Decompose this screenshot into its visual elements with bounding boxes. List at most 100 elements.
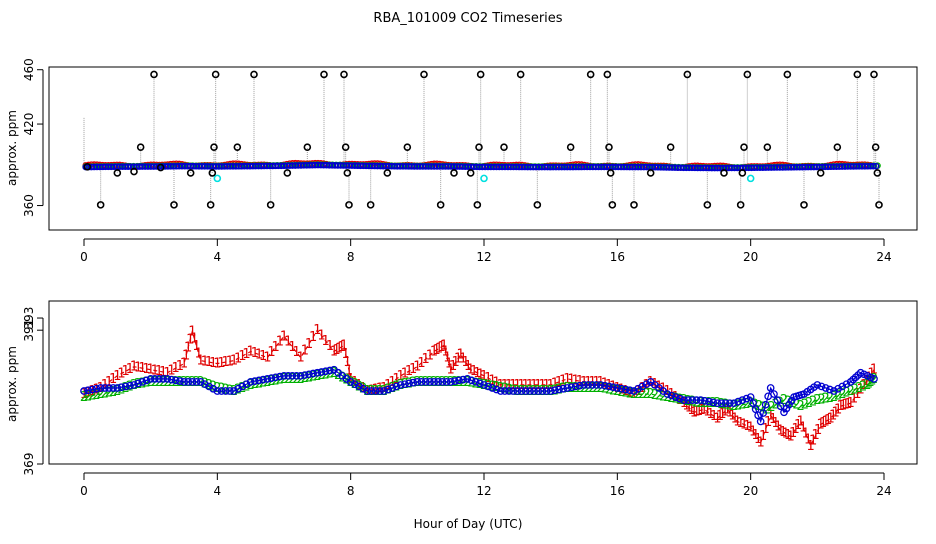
series-1-point: 1 (462, 355, 470, 370)
series-3-point (113, 384, 122, 392)
series-1-point: 1 (580, 375, 588, 390)
series-2-point: 2 (838, 387, 846, 402)
top-black-point (266, 201, 275, 209)
series-3-point (542, 387, 551, 395)
series-2-point: 2 (772, 398, 780, 413)
series-1-point: 1 (710, 409, 718, 424)
series-1-point: 1 (405, 364, 413, 379)
top-black-point (156, 163, 165, 172)
top-black-point (740, 143, 748, 151)
top-y-tick-label: 360 (22, 194, 36, 217)
series-2-point: 2 (501, 382, 509, 397)
series-3-point (371, 387, 380, 395)
series-1-point: 1 (226, 354, 234, 369)
series-1-point: 1 (488, 373, 496, 388)
series-2-point: 2 (767, 400, 775, 415)
series-3-point (538, 387, 547, 395)
series-1-point: 1 (769, 412, 777, 427)
series-2-point: 2 (813, 393, 821, 408)
series-1-point: 1 (101, 378, 109, 393)
series-3-point (405, 379, 413, 388)
series-3-point (738, 396, 747, 404)
series-2-point: 2 (338, 370, 346, 385)
series-3-point (517, 387, 526, 395)
series-3-point (105, 384, 113, 392)
series-1-point: 1 (347, 372, 355, 387)
series-2-point: 2 (451, 375, 459, 390)
series-1-point: 1 (449, 359, 457, 374)
series-1-point: 1 (834, 402, 842, 417)
series-3-point (296, 371, 305, 380)
series-1-point: 1 (213, 357, 221, 372)
series-1-point: 1 (186, 332, 194, 347)
series-1-point: 1 (592, 375, 600, 390)
series-2-point: 2 (126, 379, 134, 394)
series-3-point (280, 371, 288, 380)
series-3-point (600, 381, 609, 390)
top-black-point (403, 143, 412, 151)
series-2-point: 2 (122, 381, 130, 396)
series-1-point: 1 (718, 407, 726, 422)
series-3-point (680, 396, 688, 404)
series-1-point: 1 (134, 360, 142, 375)
series-3-point (821, 384, 830, 392)
series-3-point (200, 380, 209, 389)
series-2-point: 2 (476, 377, 484, 392)
series-3-point (367, 387, 376, 395)
series-2-point: 2 (97, 387, 105, 402)
series-2-point: 2 (676, 392, 684, 407)
series-1-point: 1 (397, 369, 405, 384)
series-1-point: 1 (309, 330, 317, 345)
series-2-point: 2 (870, 372, 878, 387)
top-black-point (383, 169, 392, 177)
series-2-point: 2 (851, 382, 859, 397)
series-3-point (870, 375, 878, 383)
series-1-point: 1 (288, 340, 296, 355)
series-1-point: 1 (464, 359, 472, 374)
series-2-point: 2 (822, 392, 830, 407)
series-3-point (446, 378, 455, 386)
series-2-point: 2 (497, 381, 505, 396)
series-2-point: 2 (834, 389, 842, 404)
series-3-point (742, 394, 751, 403)
series-1-point: 1 (617, 382, 625, 397)
series-1-point: 1 (697, 403, 705, 418)
series-1-point: 1 (655, 379, 663, 394)
series-1-point: 1 (513, 378, 521, 393)
series-1-point: 1 (526, 378, 534, 393)
series-2-point: 2 (138, 376, 146, 391)
series-1-point: 1 (276, 335, 284, 350)
series-2-point: 2 (634, 387, 642, 402)
series-2-point: 2 (572, 381, 580, 396)
series-3-point (438, 378, 447, 386)
series-2-point: 2 (859, 379, 867, 394)
series-1-point: 1 (743, 419, 751, 434)
top-black-point (763, 143, 772, 151)
series-1-point: 1 (807, 439, 815, 454)
series-1-point: 1 (380, 381, 388, 396)
series-3-point (388, 384, 397, 392)
series-1-point: 1 (754, 432, 762, 447)
top-y-axis: 360 420 460 (22, 58, 44, 217)
series-3-point (142, 376, 151, 385)
series-1-point: 1 (126, 362, 134, 377)
series-2-point: 2 (792, 398, 800, 413)
top-series-group (82, 70, 883, 209)
top-black-point (450, 169, 458, 177)
series-1-point: 1 (442, 344, 450, 359)
series-2-point: 2 (342, 373, 350, 388)
top-black-point (136, 143, 145, 151)
series-1-point: 1 (802, 427, 810, 442)
series-2-point: 2 (92, 388, 100, 403)
series-3-point (575, 381, 584, 390)
series-2-point: 2 (84, 389, 92, 404)
series-3-point (134, 379, 143, 388)
series-1-point: 1 (731, 411, 739, 426)
series-2-point: 2 (809, 395, 817, 410)
series-1-point: 1 (723, 402, 731, 417)
series-2-point: 2 (101, 386, 109, 401)
series-3-point (80, 387, 88, 395)
series-3-point (825, 385, 834, 394)
series-2-point: 2 (688, 395, 696, 410)
series-1-point: 1 (272, 340, 280, 355)
